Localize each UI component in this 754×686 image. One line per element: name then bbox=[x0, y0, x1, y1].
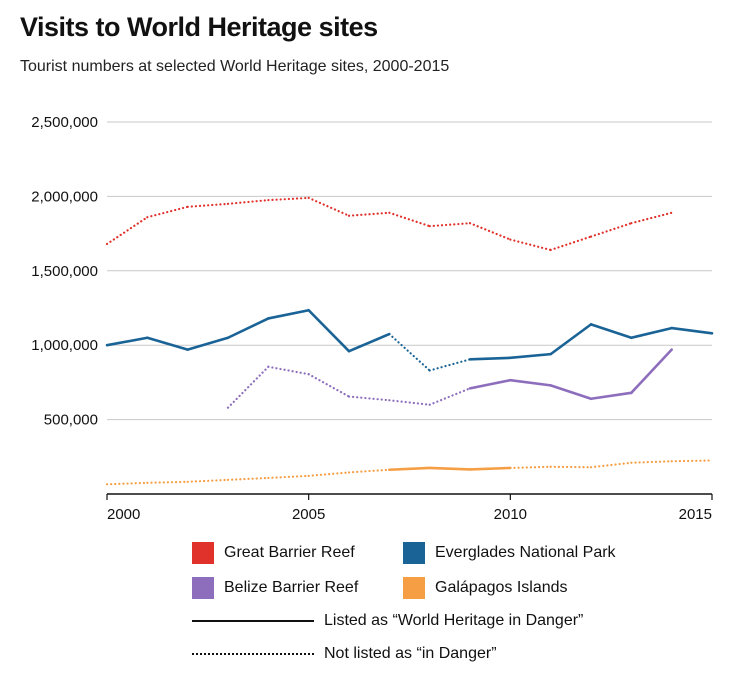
line-segment bbox=[428, 387, 472, 406]
line-segment bbox=[307, 196, 351, 217]
line-segment bbox=[388, 466, 431, 472]
line-segment bbox=[307, 308, 351, 353]
line-segment bbox=[186, 336, 230, 351]
x-tick-label: 2010 bbox=[494, 506, 527, 523]
series-great-barrier-reef bbox=[105, 196, 673, 252]
line-segment bbox=[388, 399, 431, 406]
y-tick-label: 1,500,000 bbox=[31, 263, 98, 280]
y-tick-label: 1,000,000 bbox=[31, 337, 98, 354]
line-segment bbox=[630, 211, 673, 225]
line-segment bbox=[630, 460, 673, 464]
line-segment bbox=[549, 384, 593, 401]
line-segment bbox=[267, 474, 310, 480]
line-segment bbox=[549, 235, 593, 252]
line-segment bbox=[105, 216, 149, 246]
line-segment bbox=[226, 317, 270, 340]
line-segment bbox=[509, 378, 552, 387]
line-segment bbox=[509, 465, 552, 470]
line-segment bbox=[226, 365, 270, 409]
line-segment bbox=[589, 222, 633, 238]
line-segment bbox=[549, 323, 593, 356]
line-segment bbox=[146, 336, 189, 351]
line-segment bbox=[146, 205, 189, 219]
line-segment bbox=[146, 480, 189, 484]
line-segment bbox=[105, 336, 149, 347]
series-everglades-national-park bbox=[105, 308, 714, 372]
gridlines bbox=[107, 121, 712, 421]
line-segment bbox=[347, 395, 391, 402]
line-segment bbox=[267, 308, 310, 320]
y-axis-labels: 500,000 1,000,000 1,500,000 2,000,000 2,500,… bbox=[31, 114, 98, 429]
line-segment bbox=[468, 222, 512, 241]
line-segment bbox=[589, 461, 633, 469]
line-segment bbox=[509, 352, 552, 360]
chart-title: Visits to World Heritage sites bbox=[20, 12, 378, 42]
x-tick-label: 2000 bbox=[107, 506, 140, 523]
line-segment bbox=[468, 378, 512, 390]
line-segment bbox=[468, 466, 512, 471]
line-segment bbox=[347, 468, 391, 474]
line-segment bbox=[105, 481, 149, 486]
line-segment bbox=[589, 323, 633, 340]
line-segment bbox=[509, 238, 552, 252]
series-lines bbox=[105, 196, 714, 486]
line-segment bbox=[388, 211, 431, 228]
y-tick-label: 2,500,000 bbox=[31, 114, 98, 131]
line-segment bbox=[186, 478, 230, 483]
line-segment bbox=[428, 222, 472, 228]
line-segment bbox=[347, 332, 391, 353]
line-segment bbox=[428, 358, 472, 372]
line-segment bbox=[226, 199, 270, 205]
line-segment bbox=[388, 332, 431, 372]
line-segment bbox=[589, 391, 633, 401]
chart-subtitle: Tourist numbers at selected World Herita… bbox=[20, 58, 450, 75]
line-segment bbox=[630, 326, 673, 340]
line-segment bbox=[267, 196, 310, 202]
line-segment bbox=[226, 476, 270, 481]
series-galapagos-islands bbox=[105, 459, 714, 486]
x-tick-label: 2015 bbox=[679, 506, 712, 523]
line-segment bbox=[307, 471, 351, 477]
line-segment bbox=[267, 365, 310, 376]
line-segment bbox=[186, 202, 230, 208]
line-segment bbox=[307, 373, 351, 398]
series-belize-barrier-reef bbox=[226, 348, 673, 409]
line-segment bbox=[347, 211, 391, 217]
line-segment bbox=[468, 356, 512, 361]
line-segment bbox=[670, 459, 714, 463]
y-tick-label: 500,000 bbox=[44, 412, 98, 429]
line-segment bbox=[670, 326, 714, 335]
line-segment bbox=[428, 466, 472, 471]
y-tick-label: 2,000,000 bbox=[31, 188, 98, 205]
x-tick-label: 2005 bbox=[292, 506, 325, 523]
line-segment bbox=[630, 348, 673, 395]
x-axis-labels: 2000 2005 2010 2015 bbox=[106, 494, 713, 523]
